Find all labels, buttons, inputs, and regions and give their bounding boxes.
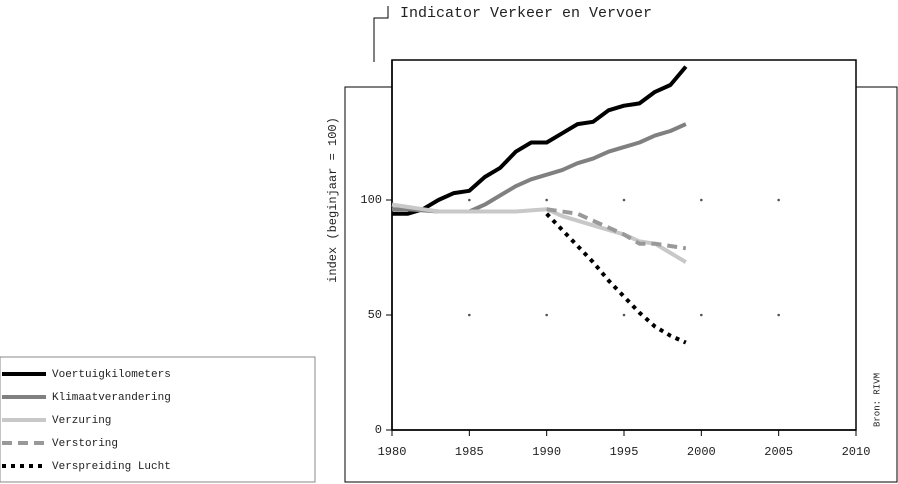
x-tick-label: 2000 xyxy=(687,445,716,459)
grid-dot xyxy=(700,313,703,317)
x-tick-label: 1990 xyxy=(532,445,561,459)
legend-label: Voertuigkilometers xyxy=(52,369,171,381)
grid-dot xyxy=(468,198,471,202)
grid-dot xyxy=(700,198,703,202)
source: Bron: RIVM xyxy=(872,373,882,427)
y-tick-label: 0 xyxy=(375,423,382,437)
series-line xyxy=(545,212,687,345)
x-tick-label: 2010 xyxy=(842,445,871,459)
chart-title: Indicator Verkeer en Vervoer xyxy=(400,5,652,22)
y-tick-label: 50 xyxy=(368,308,382,322)
grid-dot xyxy=(545,313,548,317)
grid-dot xyxy=(622,198,626,202)
grid-dot xyxy=(545,198,548,202)
series-line xyxy=(392,65,688,216)
plot-area xyxy=(391,59,857,431)
x-tick-label: 1995 xyxy=(610,445,639,459)
legend-label: Verstoring xyxy=(52,438,118,450)
x-tick-label: 1980 xyxy=(378,445,407,459)
legend xyxy=(0,356,316,483)
legend-label: Verzuring xyxy=(52,415,111,427)
grid-dot xyxy=(777,313,780,317)
x-tick-label: 2005 xyxy=(764,445,793,459)
x-tick-label: 1985 xyxy=(455,445,484,459)
grid-dot xyxy=(468,313,471,317)
y-axis-label: index (beginjaar = 100) xyxy=(326,117,340,283)
series-line xyxy=(546,207,687,251)
title-bracket xyxy=(373,6,389,62)
grid-dot xyxy=(777,198,780,202)
legend-label: Verspreiding Lucht xyxy=(52,461,171,473)
grid-dot xyxy=(622,313,626,317)
y-tick-label: 100 xyxy=(360,193,382,207)
outer-frame xyxy=(344,86,898,483)
legend-label: Klimaatverandering xyxy=(52,392,171,404)
